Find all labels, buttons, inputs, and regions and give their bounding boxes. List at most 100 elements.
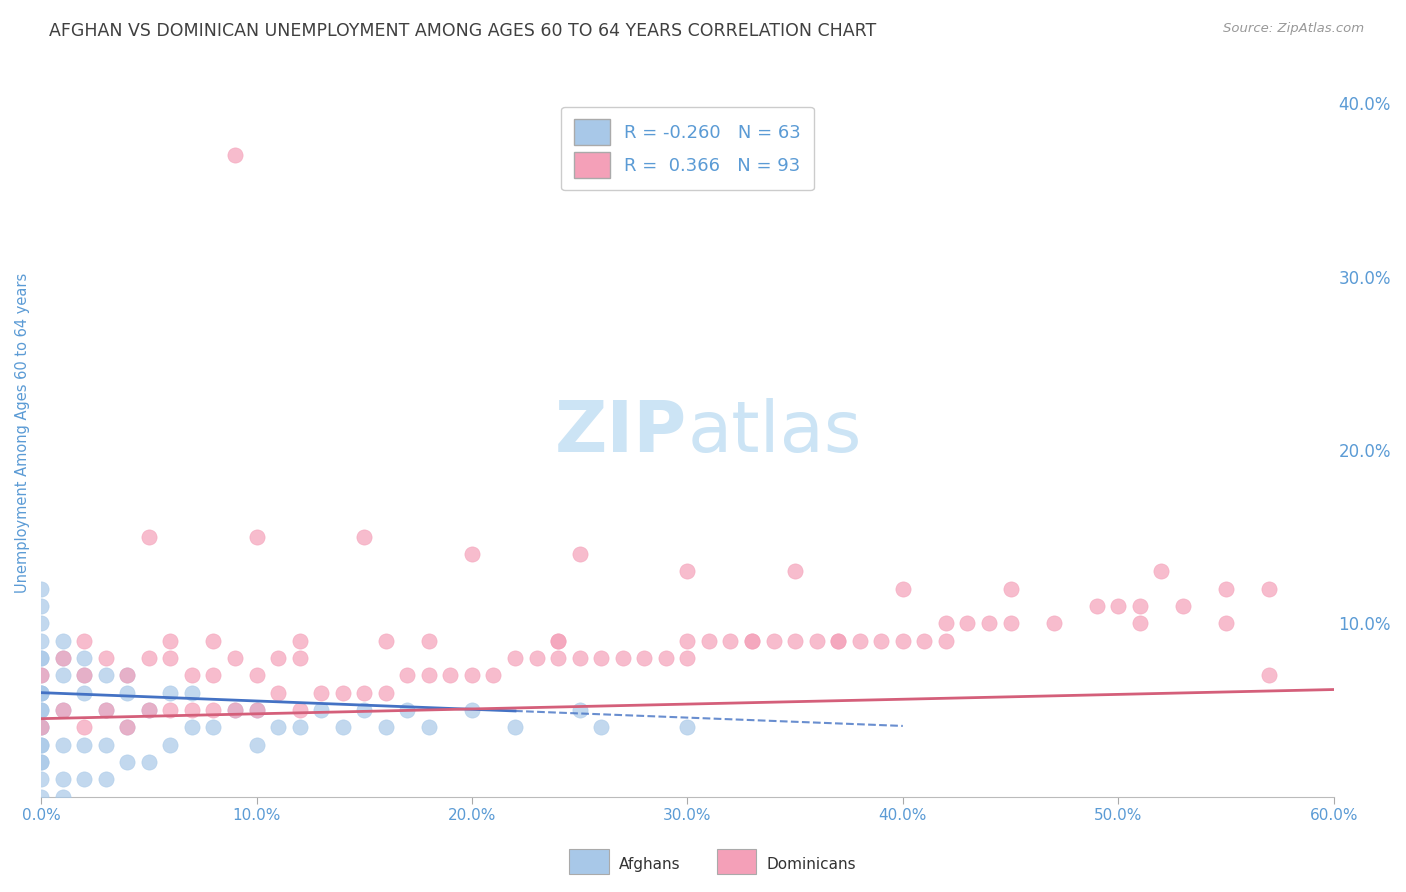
Point (117, 720, 139, 734)
Point (245, 668, 267, 682)
Point (180, 720, 202, 734)
Point (655, 651, 678, 665)
Point (202, 703, 225, 717)
Point (806, 633, 828, 648)
Point (697, 633, 720, 648)
Point (73, 686, 96, 700)
Point (73, 668, 96, 682)
Point (52, 738, 75, 752)
Text: Dominicans: Dominicans (766, 857, 856, 871)
Text: ZIP: ZIP (555, 398, 688, 467)
Point (267, 686, 290, 700)
Point (180, 668, 202, 682)
Point (332, 686, 354, 700)
Point (848, 633, 870, 648)
Point (418, 668, 440, 682)
Point (783, 633, 806, 648)
Point (288, 651, 311, 665)
Point (224, 703, 246, 717)
Point (374, 686, 396, 700)
Point (762, 633, 785, 648)
Point (547, 651, 569, 665)
Point (52, 633, 75, 648)
Point (741, 633, 763, 648)
Point (30, 738, 52, 752)
Point (461, 668, 484, 682)
Point (676, 633, 699, 648)
Point (180, 703, 202, 717)
Point (30, 738, 52, 752)
Point (547, 633, 569, 648)
Point (267, 720, 290, 734)
Point (568, 651, 591, 665)
Point (73, 772, 96, 787)
Point (138, 703, 160, 717)
Point (935, 633, 957, 648)
Point (353, 530, 375, 544)
Point (159, 633, 181, 648)
Y-axis label: Unemployment Among Ages 60 to 64 years: Unemployment Among Ages 60 to 64 years (15, 272, 30, 592)
Point (353, 703, 375, 717)
Point (568, 547, 591, 561)
Point (30, 686, 52, 700)
Point (935, 616, 957, 631)
Point (138, 530, 160, 544)
Point (94, 703, 117, 717)
Point (396, 703, 419, 717)
Point (245, 738, 267, 752)
Point (30, 651, 52, 665)
Point (180, 686, 202, 700)
Point (676, 651, 699, 665)
Point (202, 633, 225, 648)
Point (633, 651, 655, 665)
Point (94, 703, 117, 717)
Point (30, 720, 52, 734)
Point (159, 703, 181, 717)
Point (159, 738, 181, 752)
Point (245, 530, 267, 544)
Point (956, 616, 979, 631)
Point (30, 686, 52, 700)
Point (52, 789, 75, 804)
Point (30, 720, 52, 734)
Point (309, 703, 332, 717)
Point (94, 668, 117, 682)
Point (117, 720, 139, 734)
Point (591, 651, 613, 665)
Point (52, 703, 75, 717)
Point (288, 633, 311, 648)
Point (224, 148, 246, 162)
Point (1129, 616, 1152, 631)
Point (1042, 616, 1064, 631)
Point (503, 720, 526, 734)
Point (202, 668, 225, 682)
Point (94, 772, 117, 787)
Point (1000, 582, 1022, 596)
Point (1107, 599, 1129, 613)
Text: Source: ZipAtlas.com: Source: ZipAtlas.com (1223, 22, 1364, 36)
Point (138, 755, 160, 769)
Point (73, 633, 96, 648)
Point (30, 703, 52, 717)
Point (30, 633, 52, 648)
Point (1171, 599, 1194, 613)
Point (676, 720, 699, 734)
Point (418, 633, 440, 648)
Point (73, 651, 96, 665)
Point (138, 703, 160, 717)
Point (612, 651, 634, 665)
Point (353, 686, 375, 700)
Text: AFGHAN VS DOMINICAN UNEMPLOYMENT AMONG AGES 60 TO 64 YEARS CORRELATION CHART: AFGHAN VS DOMINICAN UNEMPLOYMENT AMONG A… (49, 22, 876, 40)
Point (332, 720, 354, 734)
Point (461, 703, 484, 717)
Point (159, 686, 181, 700)
Point (870, 633, 893, 648)
Point (568, 703, 591, 717)
Point (1258, 582, 1281, 596)
Point (1258, 668, 1281, 682)
Point (827, 633, 849, 648)
Point (503, 651, 526, 665)
Point (591, 720, 613, 734)
Point (117, 686, 139, 700)
Point (891, 633, 914, 648)
